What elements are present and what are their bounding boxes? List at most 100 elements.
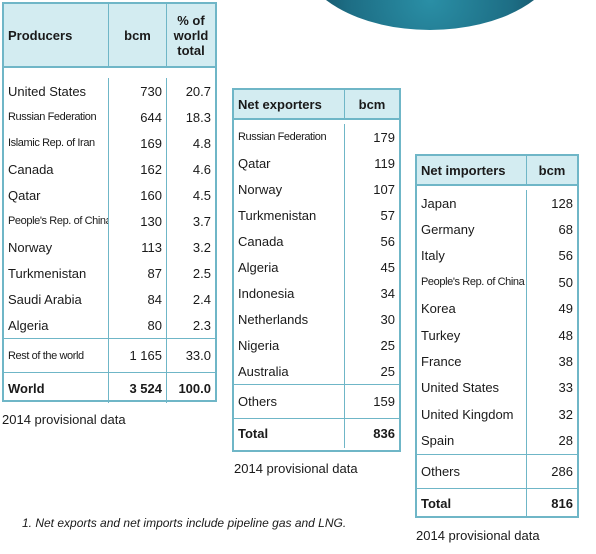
producers-cell-pct: 3.2 [192, 239, 211, 255]
producers-cell-bcm: 113 [109, 234, 167, 260]
producers-cell-pct: 3.7 [192, 213, 211, 229]
exporters-cell-bcm: 25 [380, 337, 395, 353]
importers-cell-name: Italy [417, 242, 527, 270]
producers-cell-bcm: 80 [109, 312, 167, 338]
exporters-cell-bcm: 25 [380, 363, 395, 379]
producers-rest-name: Rest of the world [4, 339, 109, 372]
importers-total-name: Total [417, 488, 527, 518]
exporters-table: Net exporters bcm Russian Federation 179 Q… [232, 88, 401, 452]
exporters-row: Nigeria 25 [234, 332, 399, 358]
importers-cell-name: United Kingdom [417, 401, 527, 428]
footnote: 1. Net exports and net imports include p… [22, 516, 347, 530]
importers-row: People's Rep. of China 50 [417, 269, 577, 296]
producers-cell-name: Saudi Arabia [4, 286, 109, 312]
producers-row: People's Rep. of China 130 3.7 [4, 208, 215, 234]
exporters-cell-bcm: 56 [380, 233, 395, 249]
importers-cell-bcm: 38 [558, 354, 573, 370]
producers-cell-name: United States [4, 78, 109, 104]
importers-row: United Kingdom 32 [417, 401, 577, 428]
producers-row: Islamic Rep. of Iran 169 4.8 [4, 130, 215, 156]
producers-row: United States 730 20.7 [4, 78, 215, 104]
importers-others-row: Others 286 [417, 453, 577, 488]
producers-cell-name: Canada [4, 156, 109, 182]
importers-row: Spain 28 [417, 427, 577, 454]
producers-cell-name: Norway [4, 234, 109, 260]
producers-cell-name: Turkmenistan [4, 260, 109, 286]
importers-cell-bcm: 33 [558, 380, 573, 396]
importers-row: France 38 [417, 348, 577, 375]
exporters-row: Turkmenistan 57 [234, 202, 399, 228]
exporters-total-bcm: 836 [373, 426, 395, 441]
importers-body: Japan 128 Germany 68 Italy 56 People's Rep. of… [417, 186, 577, 454]
importers-cell-name: United States [417, 374, 527, 402]
producers-row: Qatar 160 4.5 [4, 182, 215, 208]
importers-cell-bcm: 28 [558, 433, 573, 449]
exporters-row: Indonesia 34 [234, 280, 399, 306]
producers-cell-name: Qatar [4, 182, 109, 208]
producers-cell-pct: 18.3 [185, 109, 211, 125]
producers-rest-row: Rest of the world 1 165 33.0 [4, 338, 215, 372]
exporters-others-name: Others [234, 385, 345, 418]
importers-others-name: Others [417, 454, 527, 488]
importers-row: United States 33 [417, 374, 577, 402]
importers-others-bcm: 286 [551, 463, 573, 479]
producers-body: United States 730 20.7 Russian Federation 64… [4, 68, 215, 338]
exporters-row: Australia 25 [234, 358, 399, 384]
exporters-row: Canada 56 [234, 228, 399, 254]
producers-total-row: World 3 524 100.0 [4, 372, 215, 403]
producers-total-pct: 100.0 [178, 380, 211, 396]
importers-total-row: Total 816 [417, 487, 577, 518]
producers-cell-pct: 4.6 [192, 161, 211, 177]
exporters-row: Qatar 119 [234, 150, 399, 176]
importers-cell-bcm: 48 [558, 327, 573, 343]
producers-rest-pct: 33.0 [185, 348, 211, 363]
producers-col-name: Producers [4, 4, 109, 66]
exporters-cell-bcm: 45 [380, 259, 395, 275]
decorative-globe-graphic [300, 0, 560, 30]
producers-cell-name: Algeria [4, 312, 109, 338]
exporters-cell-bcm: 107 [373, 181, 395, 197]
exporters-cell-name: Nigeria [234, 332, 345, 358]
producers-caption: 2014 provisional data [2, 412, 126, 427]
exporters-cell-name: Algeria [234, 254, 345, 280]
exporters-cell-name: Norway [234, 176, 345, 202]
producers-cell-pct: 2.5 [192, 265, 211, 281]
importers-cell-name: People's Rep. of China [417, 269, 527, 296]
exporters-caption: 2014 provisional data [234, 461, 358, 476]
importers-cell-name: Korea [417, 295, 527, 322]
exporters-cell-bcm: 119 [374, 155, 395, 171]
importers-table: Net importers bcm Japan 128 Germany 68 Italy… [415, 154, 579, 518]
producers-table: Producers bcm % of world total United St… [2, 2, 217, 403]
importers-cell-bcm: 68 [558, 222, 573, 238]
importers-cell-name: Spain [417, 427, 527, 454]
exporters-row: Algeria 45 [234, 254, 399, 280]
importers-row: Korea 49 [417, 295, 577, 322]
producers-cell-bcm: 730 [109, 78, 167, 104]
producers-col-bcm: bcm [109, 4, 167, 66]
importers-row: Germany 68 [417, 216, 577, 243]
producers-cell-pct: 2.4 [192, 291, 211, 307]
producers-row: Turkmenistan 87 2.5 [4, 260, 215, 286]
exporters-row: Russian Federation 179 [234, 124, 399, 150]
producers-cell-bcm: 644 [109, 104, 167, 130]
producers-cell-pct: 4.8 [192, 135, 211, 151]
exporters-cell-name: Australia [234, 358, 345, 384]
producers-cell-pct: 2.3 [192, 317, 211, 333]
importers-row: Italy 56 [417, 242, 577, 270]
exporters-cell-name: Indonesia [234, 280, 345, 306]
exporters-cell-bcm: 57 [380, 207, 395, 223]
producers-cell-bcm: 169 [109, 130, 167, 156]
producers-total-bcm: 3 524 [109, 373, 167, 403]
producers-cell-name: Russian Federation [4, 104, 109, 130]
importers-cell-name: France [417, 348, 527, 375]
producers-row: Saudi Arabia 84 2.4 [4, 286, 215, 312]
exporters-total-row: Total 836 [234, 418, 399, 448]
producers-row: Russian Federation 644 18.3 [4, 104, 215, 130]
importers-caption: 2014 provisional data [416, 528, 540, 543]
exporters-cell-name: Qatar [234, 150, 345, 176]
producers-row: Canada 162 4.6 [4, 156, 215, 182]
producers-cell-bcm: 84 [109, 286, 167, 312]
producers-cell-pct: 20.7 [185, 83, 211, 99]
producers-cell-bcm: 160 [109, 182, 167, 208]
importers-col-name: Net importers [417, 156, 527, 184]
